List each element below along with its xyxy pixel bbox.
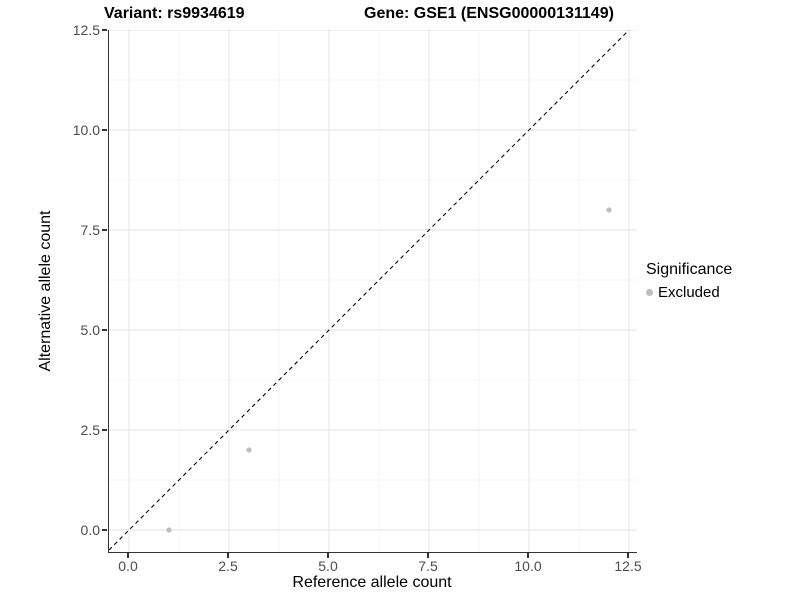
y-axis-tick bbox=[102, 529, 107, 531]
y-axis-tick-label: 12.5 bbox=[72, 21, 100, 38]
legend-entry-excluded: Excluded bbox=[646, 284, 732, 301]
legend: Significance Excluded bbox=[646, 261, 732, 301]
y-axis-tick-label: 0.0 bbox=[80, 521, 100, 538]
x-axis-title: Reference allele count bbox=[292, 574, 452, 591]
y-axis-tick-label: 5.0 bbox=[80, 321, 100, 338]
x-axis-tick bbox=[427, 553, 429, 558]
plot-panel bbox=[108, 30, 637, 553]
x-axis-tick-label: 0.0 bbox=[118, 558, 138, 574]
y-axis-tick bbox=[102, 429, 107, 431]
y-axis-tick-label: 2.5 bbox=[80, 421, 100, 438]
x-axis-tick bbox=[327, 553, 329, 558]
x-axis-tick bbox=[527, 553, 529, 558]
identity-dashed-line bbox=[109, 30, 630, 551]
x-axis-tick-label: 5.0 bbox=[318, 558, 338, 574]
legend-key-dot bbox=[646, 289, 653, 296]
plot-canvas bbox=[109, 30, 637, 552]
legend-entry-label: Excluded bbox=[658, 284, 720, 301]
y-axis-tick-label: 10.0 bbox=[72, 121, 100, 138]
y-axis-title: Alternative allele count bbox=[37, 210, 54, 372]
y-axis-tick bbox=[102, 129, 107, 131]
data-point bbox=[246, 447, 252, 453]
x-axis-tick bbox=[227, 553, 229, 558]
y-axis-tick-label: 7.5 bbox=[80, 221, 100, 238]
y-axis-tick bbox=[102, 29, 107, 31]
y-axis-tick bbox=[102, 329, 107, 331]
x-axis-tick-label: 12.5 bbox=[614, 558, 642, 574]
data-point bbox=[166, 527, 172, 533]
plot-title-variant: Variant: rs9934619 bbox=[104, 5, 245, 22]
x-axis-tick-label: 2.5 bbox=[218, 558, 238, 574]
x-axis-tick-label: 7.5 bbox=[418, 558, 438, 574]
y-axis-tick bbox=[102, 229, 107, 231]
x-axis-tick-label: 10.0 bbox=[514, 558, 542, 574]
data-point bbox=[606, 207, 612, 213]
plot-title-gene: Gene: GSE1 (ENSG00000131149) bbox=[364, 5, 614, 22]
x-axis-tick bbox=[127, 553, 129, 558]
x-axis-tick bbox=[627, 553, 629, 558]
legend-title: Significance bbox=[646, 261, 733, 278]
